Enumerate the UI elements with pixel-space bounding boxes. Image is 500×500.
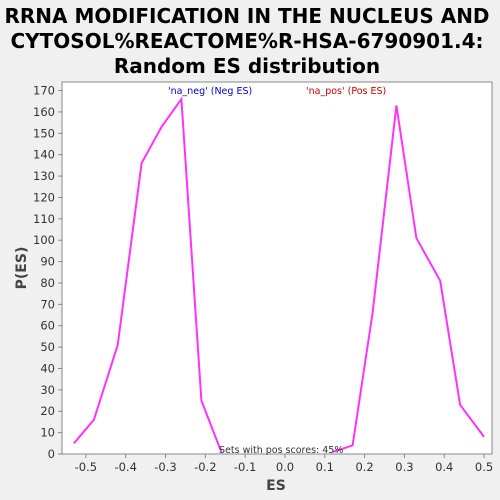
y-tick-label: 110 [33,212,55,226]
x-axis: -0.5 -0.4 -0.3 -0.2 -0.1 0.0 0.1 0.2 0.3 0.4 0.5 [75,454,493,474]
y-tick-label: 130 [33,169,55,183]
neg-es-annotation: 'na_neg' (Neg ES) [168,86,252,97]
y-tick-label: 100 [33,233,55,247]
x-tick-label: 0.2 [355,460,373,474]
x-tick-label: -0.5 [75,460,97,474]
y-tick-label: 30 [40,383,55,397]
y-tick-label: 70 [40,297,55,311]
x-tick-label: 0.0 [276,460,294,474]
x-tick-label: -0.3 [154,460,176,474]
x-tick-label: -0.4 [114,460,136,474]
pos-scores-annotation: Sets with pos scores: 45% [219,445,343,456]
y-tick-label: 150 [33,126,55,140]
x-tick-label: 0.3 [395,460,413,474]
y-tick-label: 140 [33,148,55,162]
y-tick-label: 10 [40,426,55,440]
chart-title: RRNA MODIFICATION IN THE NUCLEUS AND CYT… [4,4,489,78]
series-layer [73,96,485,453]
x-tick-label: -0.2 [194,460,216,474]
y-tick-label: 20 [40,404,55,418]
x-tick-label: 0.1 [316,460,334,474]
neg-es-series-line [73,96,223,453]
y-tick-label: 50 [40,340,55,354]
pos-es-series-line [332,105,485,453]
y-axis-label: P(ES) [14,247,30,290]
y-tick-label: 0 [48,447,55,461]
y-tick-label: 120 [33,190,55,204]
y-tick-label: 60 [40,319,55,333]
chart-title-line-3: Random ES distribution [114,54,380,78]
plot-area [61,81,493,455]
y-tick-label: 160 [33,105,55,119]
x-tick-label: 0.4 [435,460,453,474]
y-tick-label: 40 [40,361,55,375]
y-axis: 0 10 20 30 40 50 60 70 80 90 100 110 120 130 140 150 160… [33,84,62,461]
y-tick-label: 80 [40,276,55,290]
chart-title-line-1: RRNA MODIFICATION IN THE NUCLEUS AND [4,4,489,28]
x-axis-label: ES [266,478,286,494]
y-tick-label: 170 [33,84,55,98]
pos-es-annotation: 'na_pos' (Pos ES) [306,86,386,97]
x-tick-label: 0.5 [475,460,493,474]
chart-title-line-2: CYTOSOL%REACTOME%R-HSA-6790901.4: [10,29,483,53]
x-tick-label: -0.1 [234,460,256,474]
y-tick-label: 90 [40,255,55,269]
